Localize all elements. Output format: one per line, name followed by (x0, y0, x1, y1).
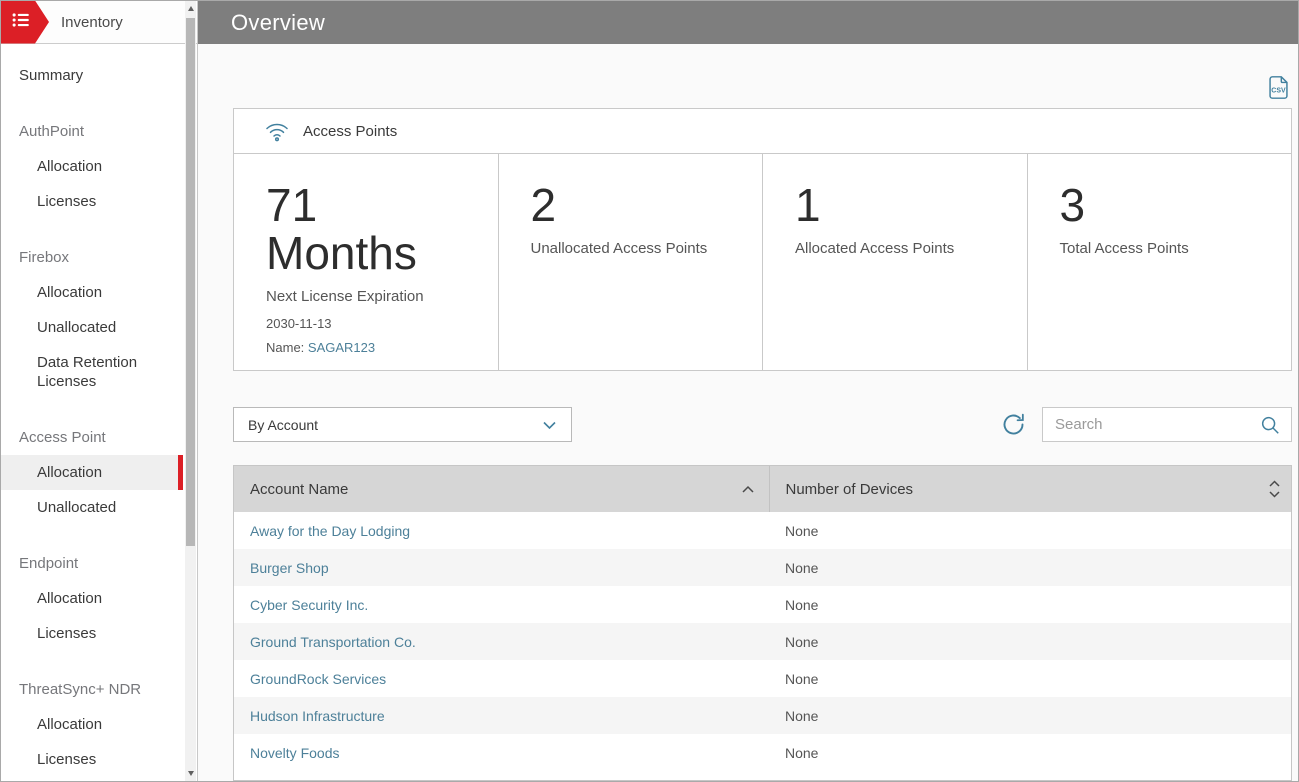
sidebar-item-allocation[interactable]: Allocation (1, 149, 183, 184)
scrollbar-thumb[interactable] (186, 18, 195, 546)
license-name-link[interactable]: SAGAR123 (308, 340, 375, 355)
sidebar-nav: SummaryAuthPointAllocationLicensesFirebo… (1, 44, 183, 777)
sidebar-item-unallocated[interactable]: Unallocated (1, 310, 183, 345)
panel-title: Access Points (303, 123, 397, 140)
device-count-cell: None (769, 734, 1291, 771)
device-count-cell: None (769, 697, 1291, 734)
sidebar-item-licenses[interactable]: Licenses (1, 184, 183, 219)
sort-ascending-icon (741, 485, 755, 494)
table-row: GroundRock Services None (234, 660, 1291, 697)
sidebar-item-allocation[interactable]: Allocation (1, 707, 183, 742)
filter-row: By Account (233, 407, 1292, 442)
sidebar-group-endpoint: Endpoint (1, 546, 183, 581)
svg-text:CSV: CSV (1271, 88, 1286, 95)
list-menu-icon (1, 9, 32, 36)
sidebar-group-firebox: Firebox (1, 240, 183, 275)
stat-cards: 71 Months Next License Expiration 2030-1… (234, 154, 1291, 370)
account-name-cell: GroundRock Services (234, 660, 769, 697)
page-header: Overview (198, 1, 1298, 44)
device-count-cell: None (769, 549, 1291, 586)
table-header-row: Account Name Number of Devices (234, 466, 1291, 512)
stat-label: Next License Expiration (266, 288, 488, 305)
account-link[interactable]: Away for the Day Lodging (250, 523, 410, 539)
stat-value: 3 (1060, 182, 1282, 230)
account-link[interactable]: Novelty Foods (250, 745, 339, 761)
stat-value: 1 (795, 182, 1017, 230)
sidebar-title: Inventory (61, 14, 123, 31)
device-count-cell: None (769, 512, 1291, 549)
account-link[interactable]: Cyber Security Inc. (250, 597, 368, 613)
sidebar-group-threatsync-ndr: ThreatSync+ NDR (1, 672, 183, 707)
column-header-account-name[interactable]: Account Name (234, 466, 769, 512)
device-count-cell: None (769, 623, 1291, 660)
menu-pennant[interactable] (1, 1, 49, 44)
stat-value: 2 (531, 182, 753, 230)
accounts-table-body: Away for the Day Lodging None Burger Shop N… (234, 512, 1291, 771)
table-row: Hudson Infrastructure None (234, 697, 1291, 734)
export-csv-button[interactable]: CSV (1265, 74, 1292, 101)
table-row: Burger Shop None (234, 549, 1291, 586)
sidebar-item-allocation[interactable]: Allocation (1, 581, 183, 616)
sort-both-icon (1268, 480, 1281, 498)
content: CSV Access Points (198, 44, 1298, 781)
table-row: Ground Transportation Co. None (234, 623, 1291, 660)
table-row: Novelty Foods None (234, 734, 1291, 771)
refresh-button[interactable] (1000, 411, 1027, 438)
account-name-cell: Cyber Security Inc. (234, 586, 769, 623)
stat-card-total: 3 Total Access Points (1028, 154, 1292, 370)
account-name-cell: Hudson Infrastructure (234, 697, 769, 734)
license-name-row: Name: SAGAR123 (266, 340, 488, 355)
main-area: Overview CSV (198, 1, 1298, 781)
name-label: Name: (266, 340, 304, 355)
wifi-icon (264, 120, 290, 142)
stat-label: Allocated Access Points (795, 240, 1017, 257)
search-input[interactable] (1055, 416, 1259, 433)
account-name-cell: Burger Shop (234, 549, 769, 586)
sidebar-scrollbar[interactable] (185, 1, 196, 781)
account-link[interactable]: Ground Transportation Co. (250, 634, 416, 650)
scrollbar-up-arrow-icon[interactable] (185, 1, 196, 16)
access-points-panel: Access Points 71 Months Next License Exp… (233, 108, 1292, 371)
sidebar-item-allocation[interactable]: Allocation (1, 455, 183, 490)
column-header-number-of-devices[interactable]: Number of Devices (769, 466, 1291, 512)
account-link[interactable]: Hudson Infrastructure (250, 708, 385, 724)
sidebar-group-access-point: Access Point (1, 420, 183, 455)
stat-label: Unallocated Access Points (531, 240, 753, 257)
account-link[interactable]: GroundRock Services (250, 671, 386, 687)
sidebar: Inventory SummaryAuthPointAllocationLice… (1, 1, 198, 781)
sidebar-item-allocation[interactable]: Allocation (1, 275, 183, 310)
group-by-selected-value: By Account (248, 417, 318, 433)
page-title: Overview (231, 10, 325, 36)
stat-label: Total Access Points (1060, 240, 1282, 257)
accounts-table: Account Name Number of Devices (233, 465, 1292, 781)
sidebar-item-data-retention-licenses[interactable]: Data Retention Licenses (1, 345, 183, 399)
sidebar-item-licenses[interactable]: Licenses (1, 616, 183, 651)
account-name-cell: Away for the Day Lodging (234, 512, 769, 549)
search-box (1042, 407, 1292, 442)
sidebar-item-unallocated[interactable]: Unallocated (1, 490, 183, 525)
search-icon[interactable] (1259, 414, 1281, 436)
group-by-select[interactable]: By Account (233, 407, 572, 442)
device-count-cell: None (769, 660, 1291, 697)
panel-header: Access Points (234, 109, 1291, 154)
sidebar-item-licenses[interactable]: Licenses (1, 742, 183, 777)
chevron-down-icon (542, 420, 557, 430)
table-row: Cyber Security Inc. None (234, 586, 1291, 623)
toolbar: CSV (233, 74, 1292, 101)
account-name-cell: Ground Transportation Co. (234, 623, 769, 660)
table-row: Away for the Day Lodging None (234, 512, 1291, 549)
sidebar-group-authpoint: AuthPoint (1, 114, 183, 149)
scrollbar-down-arrow-icon[interactable] (185, 766, 196, 781)
account-name-cell: Novelty Foods (234, 734, 769, 771)
expiration-date: 2030-11-13 (266, 316, 488, 331)
device-count-cell: None (769, 586, 1291, 623)
stat-value: 71 Months (266, 182, 488, 278)
account-link[interactable]: Burger Shop (250, 560, 329, 576)
sidebar-header: Inventory (1, 1, 197, 44)
stat-card-license-expiration: 71 Months Next License Expiration 2030-1… (234, 154, 499, 370)
stat-card-unallocated: 2 Unallocated Access Points (499, 154, 764, 370)
stat-card-allocated: 1 Allocated Access Points (763, 154, 1028, 370)
sidebar-item-summary[interactable]: Summary (1, 58, 183, 93)
